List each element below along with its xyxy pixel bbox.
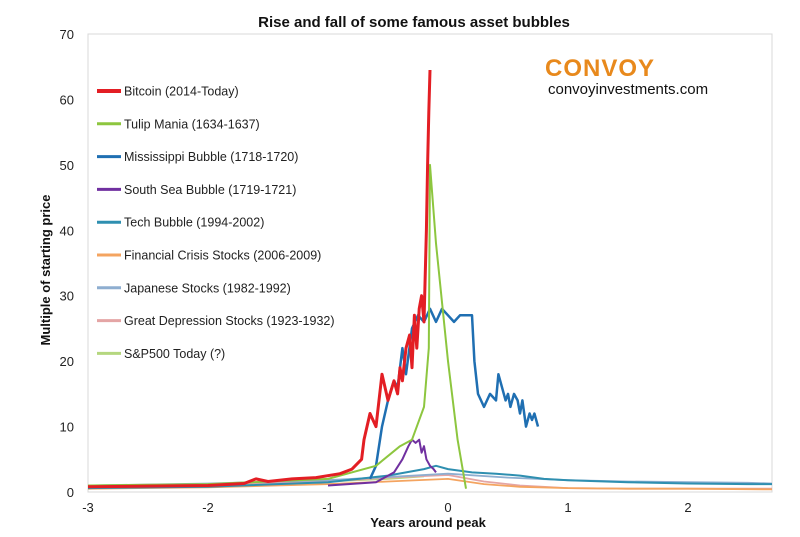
- legend-label: Great Depression Stocks (1923-1932): [124, 314, 335, 328]
- legend-label: Tulip Mania (1634-1637): [124, 117, 260, 131]
- x-tick-label: -3: [82, 500, 94, 515]
- series-line-financial: [87, 477, 773, 491]
- series-line-bitcoin: [87, 69, 432, 489]
- series-line-southsea: [327, 438, 437, 487]
- x-tick-label: 2: [684, 500, 691, 515]
- x-axis-label: Years around peak: [370, 515, 486, 530]
- y-tick-label: 0: [67, 485, 74, 500]
- legend-label: Japanese Stocks (1982-1992): [124, 281, 291, 295]
- series-line-tulip: [87, 163, 467, 489]
- brand-logo-text: CONVOY: [545, 55, 656, 82]
- x-tick-label: 0: [444, 500, 451, 515]
- brand-url: convoyinvestments.com: [548, 81, 709, 98]
- y-tick-label: 20: [60, 354, 74, 369]
- legend-label: South Sea Bubble (1719-1721): [124, 183, 296, 197]
- chart-title: Rise and fall of some famous asset bubbl…: [258, 14, 570, 31]
- x-tick-label: -2: [202, 500, 214, 515]
- legend-label: Mississippi Bubble (1718-1720): [124, 150, 298, 164]
- axes: 0 10 20 30 40 50 60 70 -3 -2 -1 0 1 2: [60, 27, 692, 515]
- y-tick-label: 10: [60, 420, 74, 435]
- series-line-tech: [87, 464, 772, 490]
- y-tick-label: 40: [60, 223, 74, 238]
- legend-label: Financial Crisis Stocks (2006-2009): [124, 249, 321, 263]
- y-tick-label: 50: [60, 158, 74, 173]
- x-tick-label: 1: [564, 500, 571, 515]
- legend-label: S&P500 Today (?): [124, 347, 225, 361]
- y-tick-label: 70: [60, 27, 74, 42]
- y-axis-label: Multiple of starting price: [38, 195, 53, 346]
- series-line-mississippi: [368, 307, 540, 480]
- series-lines: [87, 69, 773, 491]
- y-tick-label: 60: [60, 92, 74, 107]
- plot-frame: [87, 33, 773, 493]
- legend-label: Tech Bubble (1994-2002): [124, 216, 264, 230]
- legend-label: Bitcoin (2014-Today): [124, 85, 239, 99]
- legend: Bitcoin (2014-Today) Tulip Mania (1634-16…: [97, 85, 335, 361]
- x-tick-label: -1: [322, 500, 334, 515]
- y-tick-label: 30: [60, 289, 74, 304]
